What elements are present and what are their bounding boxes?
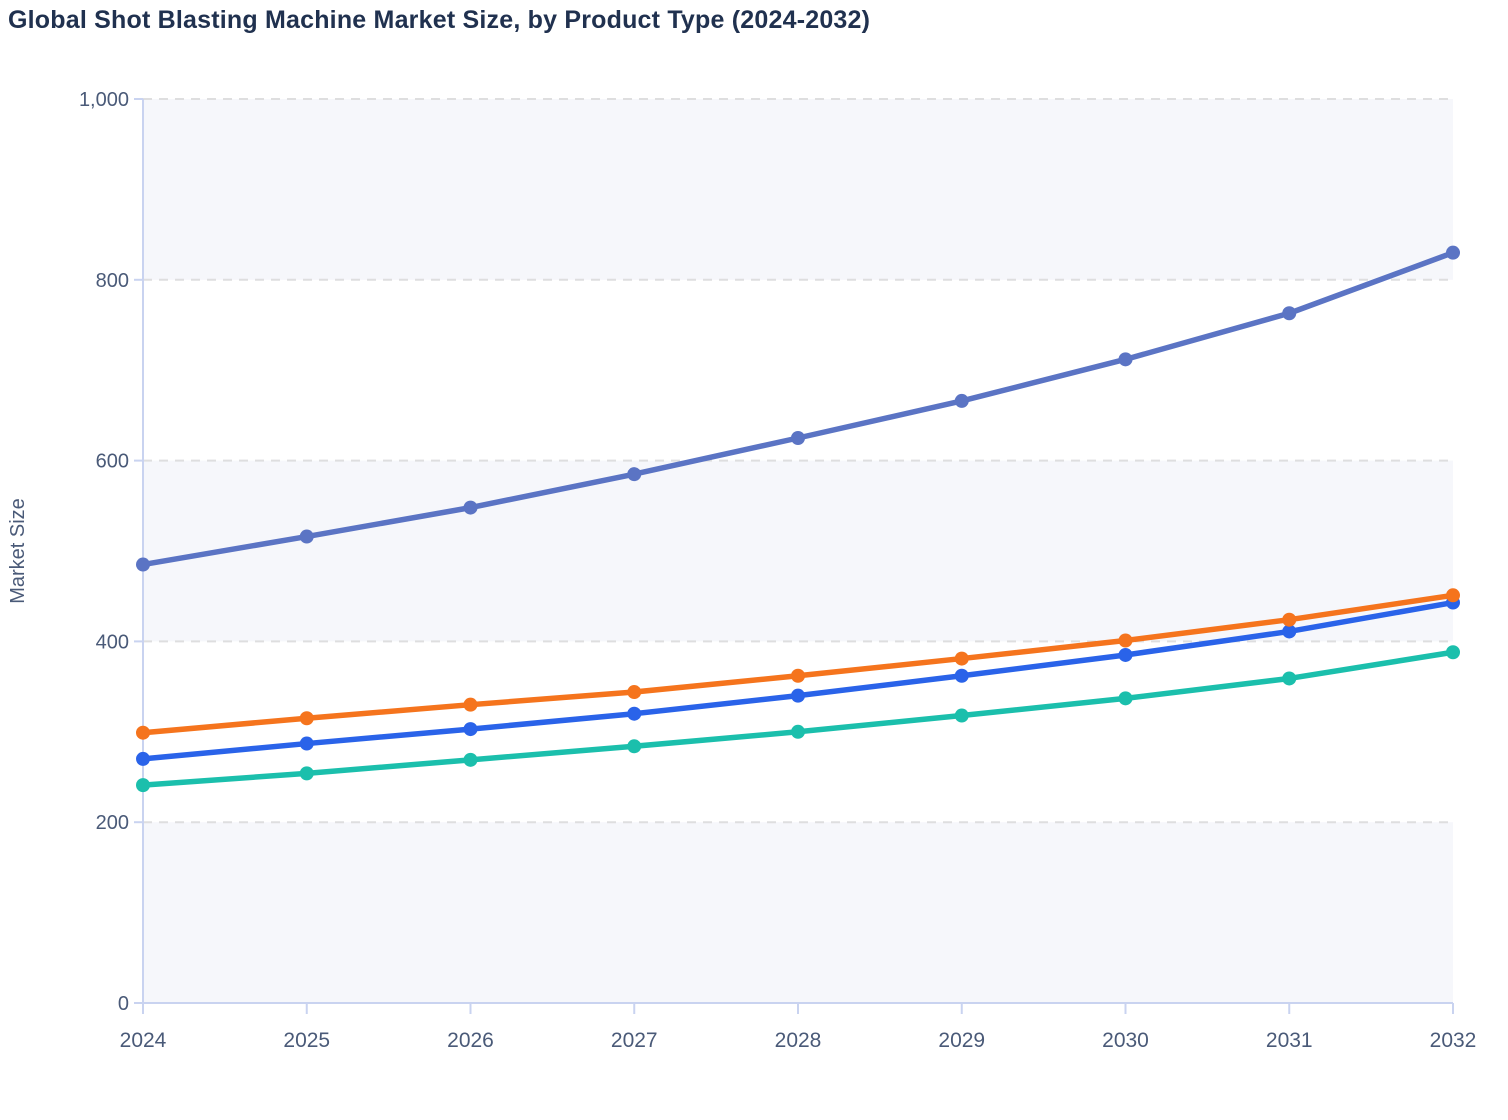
x-tick-label: 2029 xyxy=(938,1029,985,1052)
grid-band xyxy=(143,99,1453,280)
data-point xyxy=(463,697,478,712)
data-point xyxy=(299,766,314,781)
series-series-teal xyxy=(136,645,1460,793)
grid-band xyxy=(143,460,1453,642)
data-point xyxy=(627,739,642,754)
y-tick-label: 1,000 xyxy=(79,89,129,111)
chart-title: Global Shot Blasting Machine Market Size… xyxy=(8,6,871,34)
data-point xyxy=(136,751,150,766)
data-point xyxy=(1118,691,1133,706)
data-point xyxy=(136,557,150,572)
data-point xyxy=(136,778,150,793)
data-point xyxy=(136,725,150,740)
y-axis-title: Market Size xyxy=(7,498,29,604)
data-point xyxy=(791,688,805,703)
x-tick-label: 2031 xyxy=(1266,1029,1313,1052)
data-point xyxy=(791,668,805,683)
data-point xyxy=(1446,588,1460,603)
data-point xyxy=(463,500,478,515)
x-tick-label: 2024 xyxy=(120,1029,167,1052)
data-point xyxy=(299,529,314,544)
data-point xyxy=(463,752,478,767)
data-point xyxy=(954,393,969,408)
data-point xyxy=(1118,647,1133,662)
data-point xyxy=(1282,624,1297,639)
data-point xyxy=(1446,245,1460,260)
y-tick-label: 200 xyxy=(96,812,129,834)
data-point xyxy=(627,685,642,700)
data-point xyxy=(1282,306,1297,321)
data-point xyxy=(1282,612,1297,627)
data-point xyxy=(299,711,314,726)
x-tick-label: 2030 xyxy=(1102,1029,1149,1052)
x-tick-label: 2026 xyxy=(447,1029,494,1052)
data-point xyxy=(954,651,969,666)
data-point xyxy=(791,431,805,445)
y-tick-label: 600 xyxy=(96,451,129,473)
x-tick-label: 2028 xyxy=(775,1029,822,1052)
data-point xyxy=(299,736,314,751)
data-point xyxy=(1446,645,1460,660)
grid-band xyxy=(143,822,1453,1003)
x-tick-label: 2032 xyxy=(1430,1029,1477,1052)
y-tick-label: 800 xyxy=(96,270,129,292)
y-tick-label: 0 xyxy=(118,993,129,1015)
data-point xyxy=(463,722,478,737)
data-point xyxy=(627,706,642,721)
y-tick-label: 400 xyxy=(96,631,129,653)
data-point xyxy=(791,724,805,739)
x-tick-label: 2027 xyxy=(611,1029,658,1052)
series-series-blue xyxy=(136,595,1460,766)
x-tick-label: 2025 xyxy=(283,1029,330,1052)
series-series-slate-blue xyxy=(136,245,1460,572)
data-point xyxy=(627,467,642,482)
data-point xyxy=(1118,352,1133,367)
data-point xyxy=(954,668,969,683)
data-point xyxy=(1118,633,1133,648)
data-point xyxy=(954,708,969,723)
series-series-orange xyxy=(136,588,1460,740)
data-point xyxy=(1282,671,1297,686)
